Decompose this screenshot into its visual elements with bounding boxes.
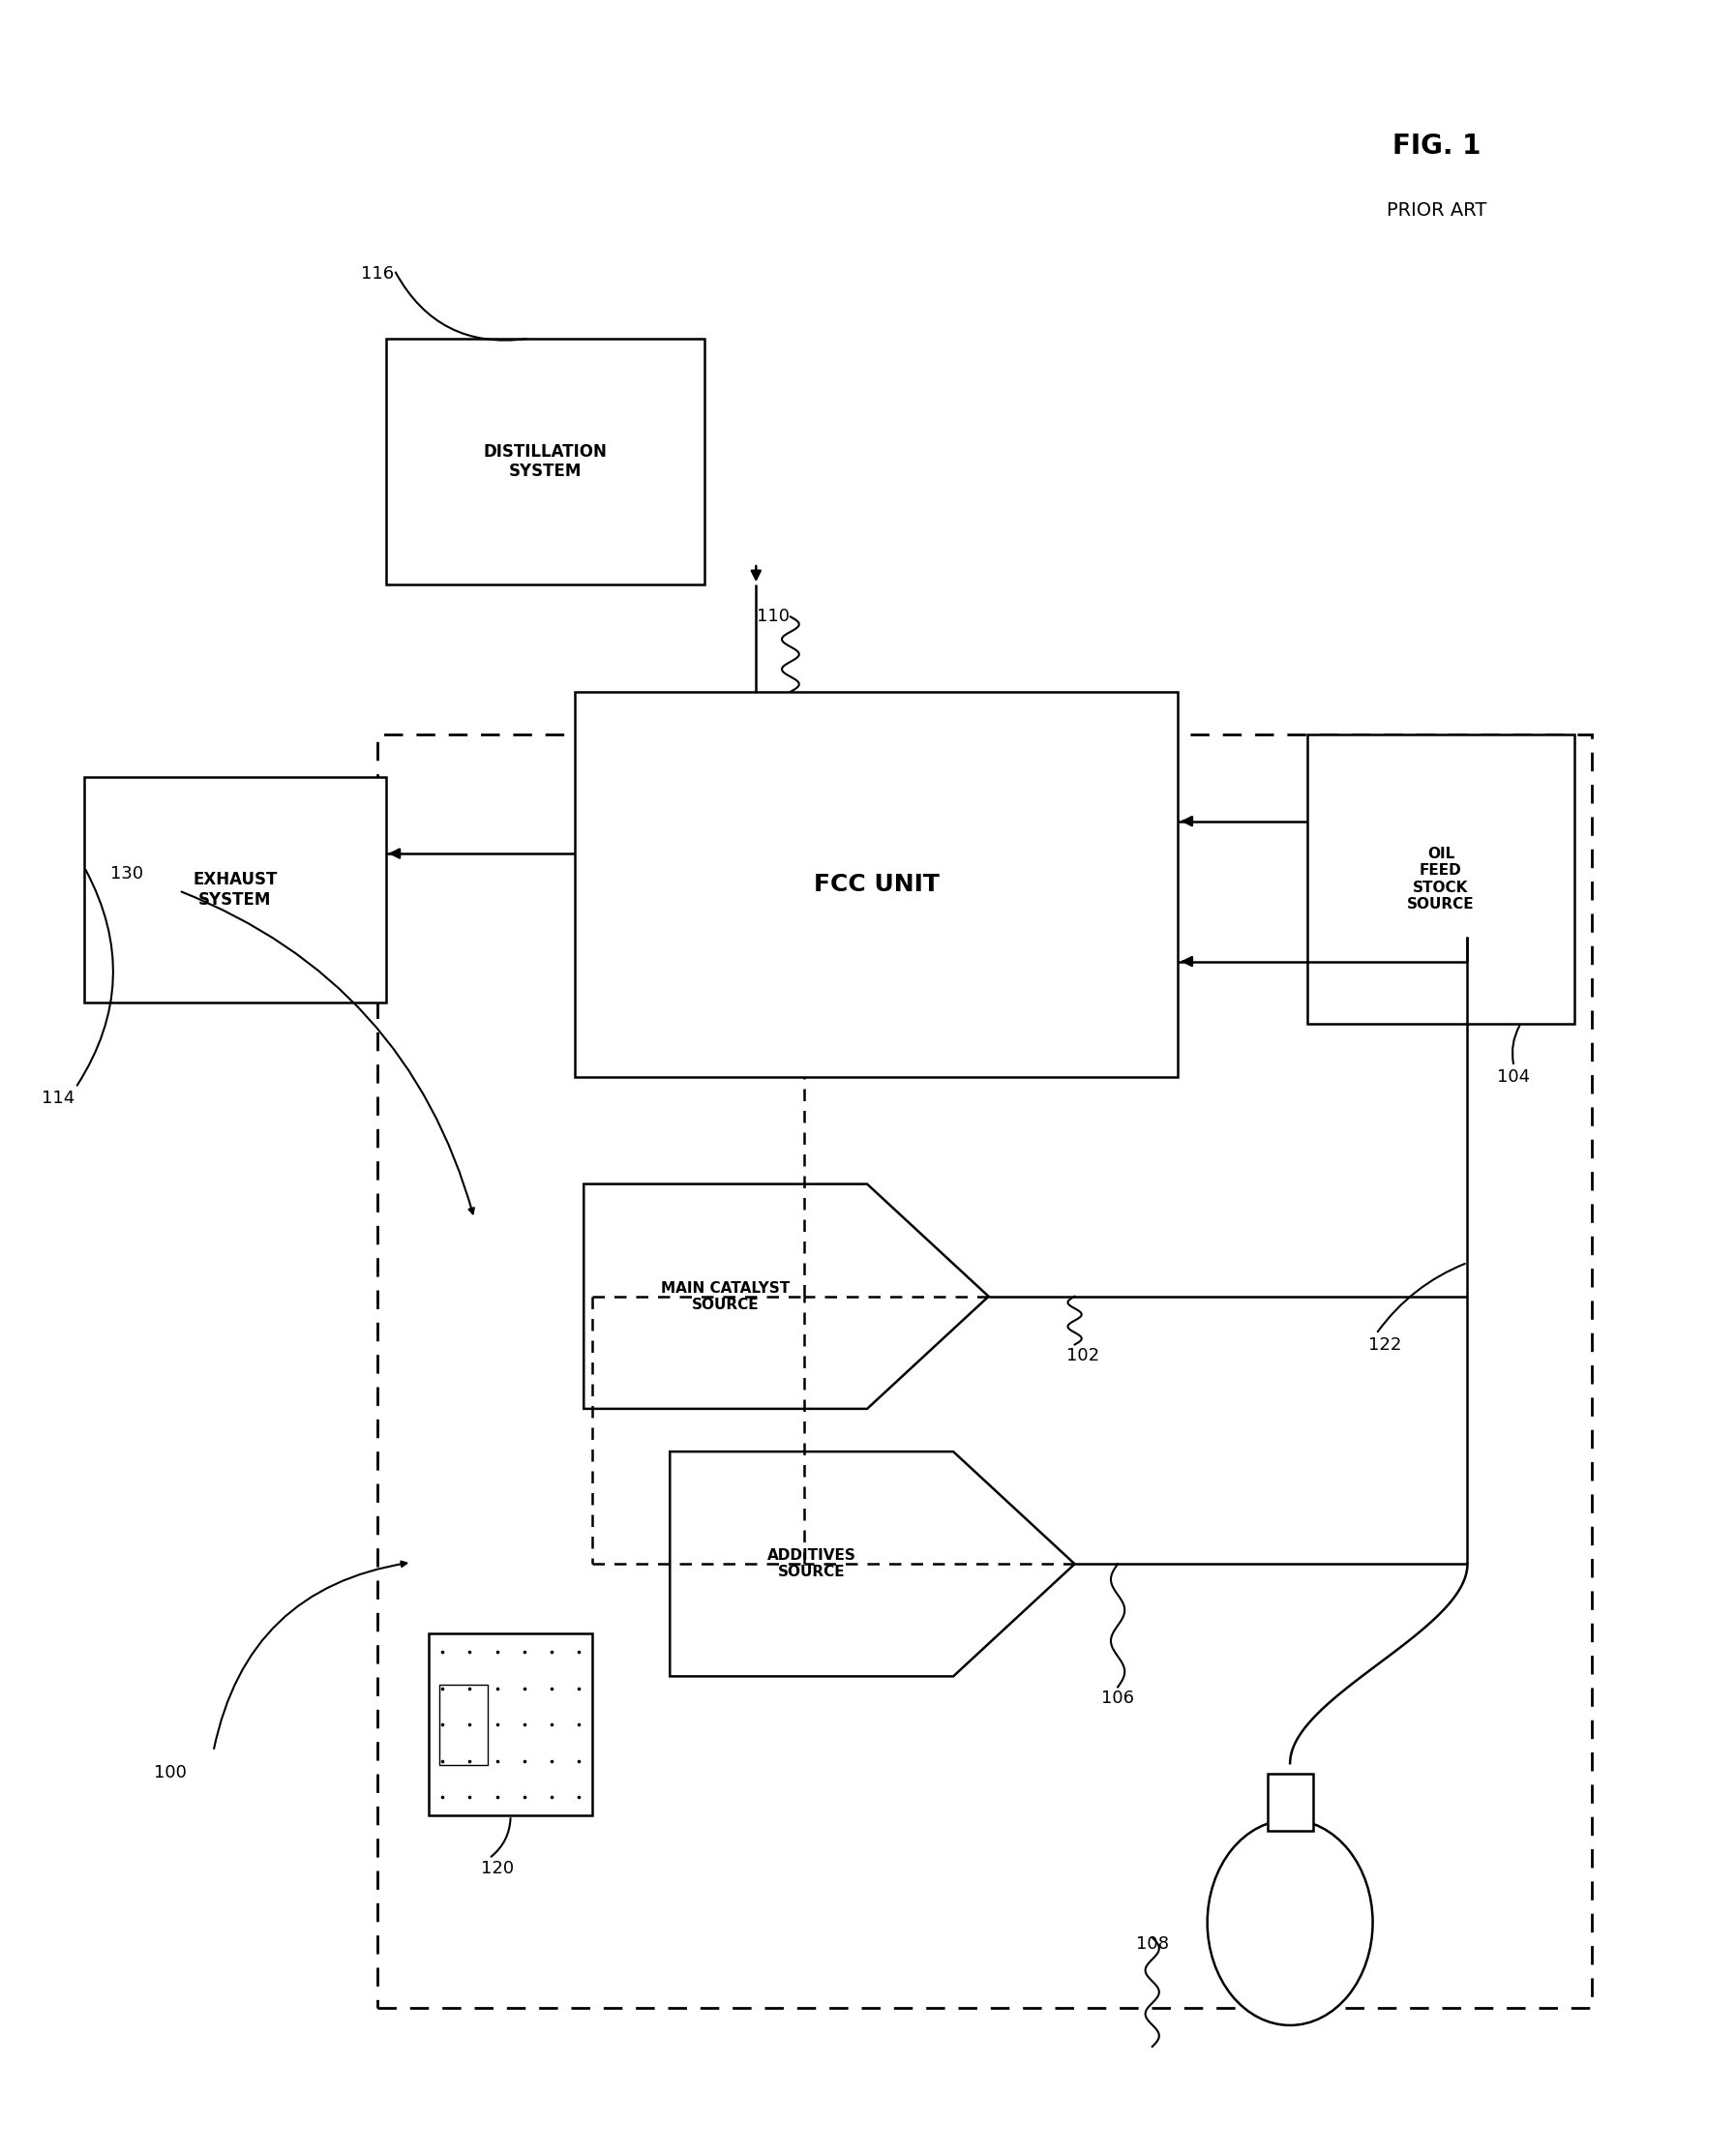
FancyBboxPatch shape	[575, 691, 1179, 1077]
Text: 110: 110	[757, 607, 790, 625]
Text: 120: 120	[481, 1861, 514, 1878]
Text: PRIOR ART: PRIOR ART	[1387, 200, 1486, 220]
Text: 114: 114	[42, 1090, 75, 1107]
Text: DISTILLATION
SYSTEM: DISTILLATION SYSTEM	[483, 444, 608, 480]
Text: 108: 108	[1135, 1934, 1168, 1954]
FancyBboxPatch shape	[1267, 1775, 1312, 1831]
FancyBboxPatch shape	[85, 778, 385, 1002]
Text: EXHAUST
SYSTEM: EXHAUST SYSTEM	[193, 870, 278, 909]
Text: 106: 106	[1101, 1689, 1134, 1706]
Text: MAIN CATALYST
SOURCE: MAIN CATALYST SOURCE	[661, 1282, 790, 1312]
Text: 104: 104	[1498, 1068, 1531, 1086]
Text: 130: 130	[111, 866, 144, 883]
Text: 100: 100	[155, 1764, 187, 1781]
Polygon shape	[583, 1185, 988, 1409]
Circle shape	[1207, 1820, 1373, 2025]
Text: 116: 116	[361, 265, 394, 282]
Text: ADDITIVES
SOURCE: ADDITIVES SOURCE	[767, 1549, 856, 1579]
FancyBboxPatch shape	[439, 1684, 488, 1764]
Text: 122: 122	[1368, 1335, 1401, 1353]
FancyBboxPatch shape	[429, 1633, 592, 1816]
Text: FCC UNIT: FCC UNIT	[814, 872, 939, 896]
Text: OIL
FEED
STOCK
SOURCE: OIL FEED STOCK SOURCE	[1408, 847, 1474, 911]
FancyBboxPatch shape	[1307, 735, 1575, 1023]
FancyBboxPatch shape	[385, 338, 705, 584]
Text: 102: 102	[1068, 1346, 1101, 1363]
Polygon shape	[670, 1452, 1075, 1676]
Text: FIG. 1: FIG. 1	[1392, 131, 1481, 159]
